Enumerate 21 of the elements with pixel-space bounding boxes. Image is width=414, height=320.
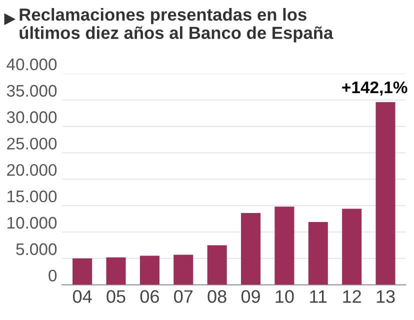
y-tick-label: 30.000 — [6, 111, 57, 124]
x-tick-label: 10 — [276, 290, 294, 303]
x-tick-label: 04 — [72, 290, 92, 303]
annotation: +142,1% — [342, 81, 408, 96]
y-tick-label: 35.000 — [6, 84, 57, 97]
x-tick-label: 09 — [241, 290, 260, 303]
x-tick-label: 12 — [343, 290, 361, 303]
x-tick-label: 11 — [310, 290, 327, 303]
x-tick-label: 13 — [376, 290, 395, 303]
y-tick-label: 10.000 — [8, 216, 57, 229]
y-tick-label: 15.000 — [8, 190, 57, 202]
x-tick-label: 07 — [174, 290, 193, 303]
y-tick-label: 20.000 — [7, 164, 57, 176]
y-tick-label: 25.000 — [7, 138, 57, 150]
y-tick-label: 5.000 — [16, 243, 57, 256]
chart-title: Reclamaciones presentadas en los últimos diez años al Banco de España — [20, 8, 334, 42]
x-tick-label: 06 — [140, 290, 159, 303]
y-tick-label: 40.000 — [6, 58, 57, 70]
x-tick-label: 08 — [208, 290, 226, 303]
x-tick-label: 05 — [106, 290, 126, 303]
y-tick-label: 0 — [48, 270, 57, 282]
